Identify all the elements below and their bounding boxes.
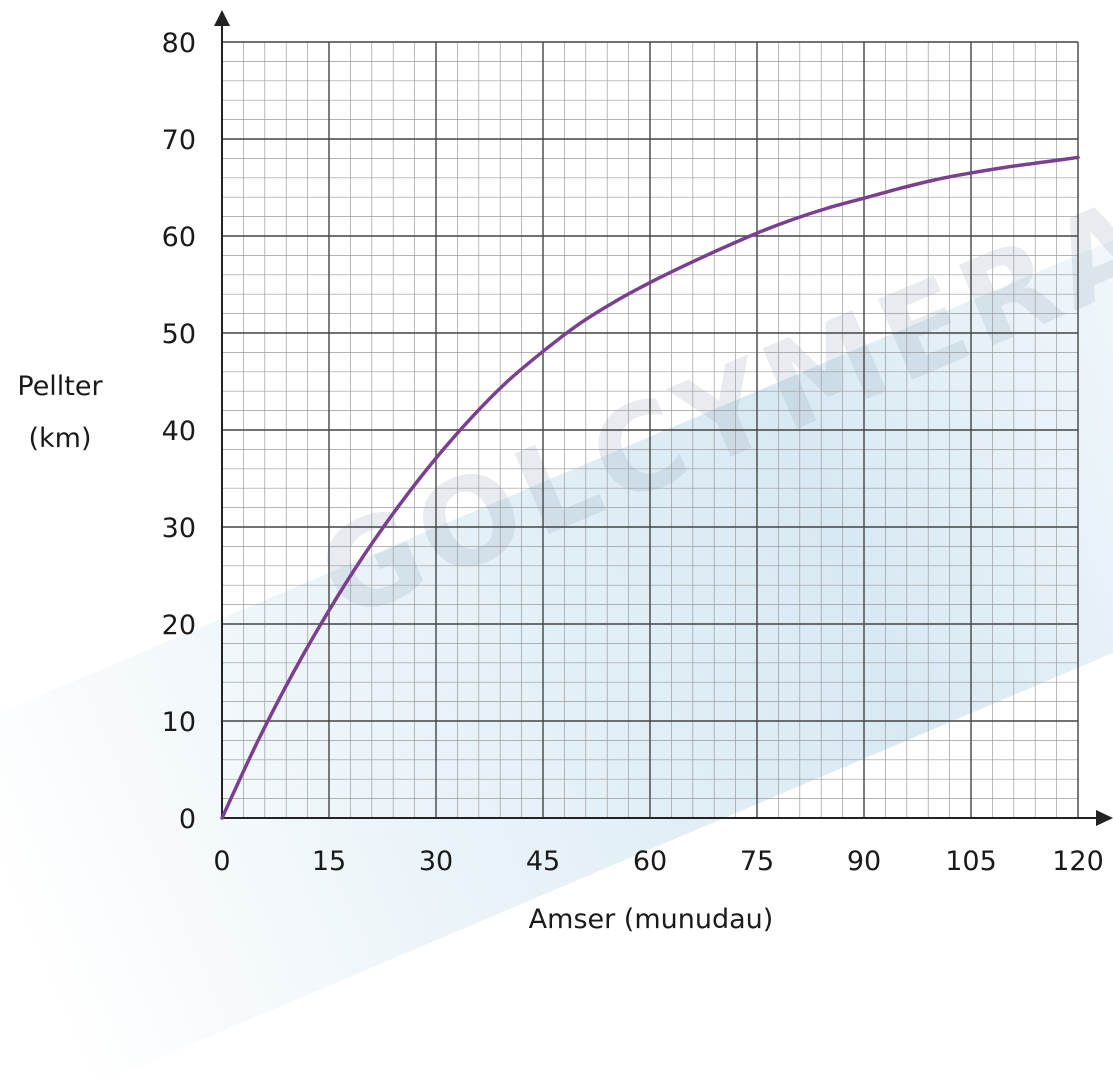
x-tick-label: 45 — [526, 846, 560, 877]
y-axis-title-line-2: (km) — [28, 423, 91, 454]
y-tick-label: 10 — [162, 707, 196, 738]
y-tick-label: 60 — [162, 222, 196, 253]
y-tick-label: 50 — [162, 319, 196, 350]
y-tick-label: 70 — [162, 125, 196, 156]
y-tick-label: 80 — [162, 28, 196, 59]
x-tick-label: 60 — [633, 846, 667, 877]
axes — [214, 10, 1113, 826]
x-tick-label: 120 — [1052, 846, 1104, 877]
y-axis-title-line-1: Pellter — [17, 371, 103, 402]
x-tick-labels: 0 15 30 45 60 75 90 105 120 — [213, 846, 1103, 877]
chart: GOLCYMERAU 0 15 30 45 60 75 90 105 120 0 10 20 30 40… — [0, 10, 1113, 1089]
x-tick-label: 30 — [419, 846, 453, 877]
y-tick-label: 0 — [179, 804, 196, 835]
x-tick-label: 90 — [847, 846, 881, 877]
x-tick-label: 15 — [312, 846, 346, 877]
y-axis-arrow — [214, 10, 230, 26]
y-tick-labels: 0 10 20 30 40 50 60 70 80 — [162, 28, 196, 835]
x-tick-label: 0 — [213, 846, 230, 877]
x-tick-label: 105 — [945, 846, 997, 877]
y-tick-label: 20 — [162, 610, 196, 641]
y-tick-label: 30 — [162, 513, 196, 544]
series-layer — [220, 155, 1080, 820]
x-axis-arrow — [1096, 810, 1113, 826]
series-line — [220, 155, 1080, 820]
x-tick-label: 75 — [740, 846, 774, 877]
x-axis-title: Amser (munudau) — [529, 904, 774, 935]
y-tick-label: 40 — [162, 416, 196, 447]
line-chart: 0 15 30 45 60 75 90 105 120 0 10 20 30 40 50 60 70 80 Am… — [17, 10, 1113, 935]
